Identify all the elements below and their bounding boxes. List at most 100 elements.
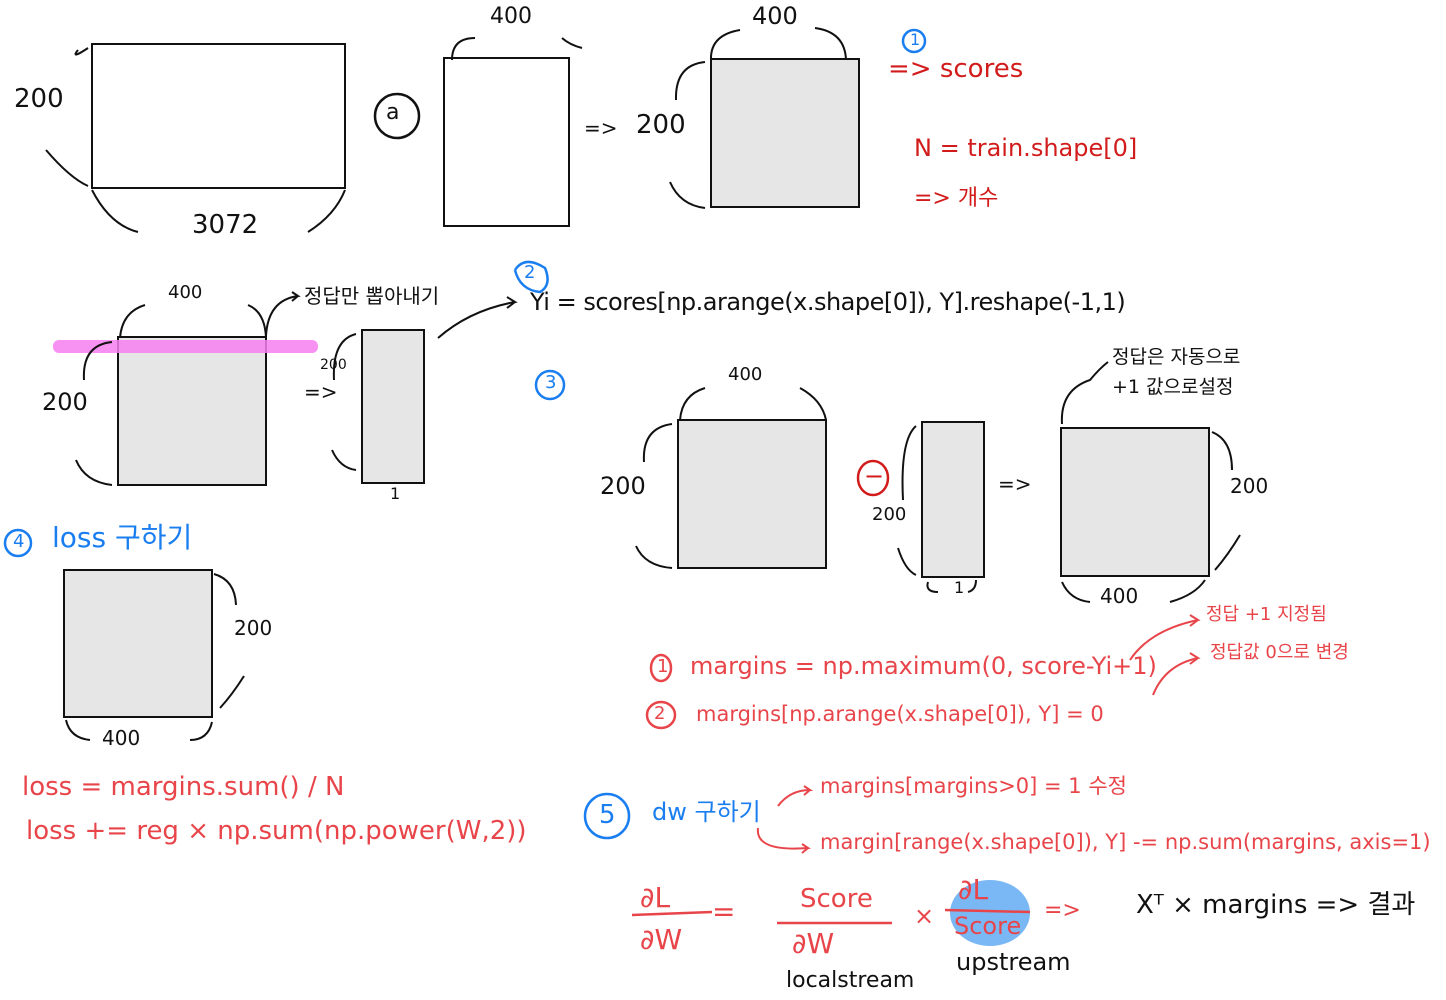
dw-title: dw 구하기: [652, 798, 761, 826]
frac-bar-3: [944, 908, 1031, 914]
scores-matrix: [710, 58, 860, 208]
margins-code-1: margins = np.maximum(0, score-Yi+1): [690, 652, 1157, 680]
dim-label: 1: [390, 484, 401, 503]
brace-left-r3: [669, 61, 706, 209]
step4-circle: [3, 528, 33, 558]
brace-bottom-r1: [91, 189, 346, 233]
correct-score-column: [361, 329, 425, 484]
loss-code-1: loss = margins.sum() / N: [22, 772, 345, 802]
dim-label: 400: [168, 282, 203, 303]
arrow-label: =>: [304, 380, 338, 404]
dim-label: 1: [954, 578, 965, 597]
yi-code: Yi = scores[np.arange(x.shape[0]), Y].re…: [530, 288, 1126, 316]
auto-note-line2: +1 값으로설정: [1112, 376, 1234, 398]
step5-circle: [583, 792, 631, 840]
pick-correct-note: 정답만 뽑아내기: [304, 284, 440, 308]
brace-bottom-r7: [926, 579, 977, 593]
line2-number: 2: [654, 703, 666, 724]
brace-left-r5: [331, 333, 357, 471]
loss-title: loss 구하기: [52, 521, 193, 554]
n-note: => 개수: [914, 186, 999, 211]
margins-matrix-loss: [63, 569, 213, 718]
dim-label: 200: [872, 504, 907, 525]
step5-number: 5: [599, 800, 616, 830]
minus-circle: [856, 459, 890, 497]
n-definition: N = train.shape[0]: [914, 134, 1138, 162]
step2-number: 2: [524, 262, 536, 283]
dim-label: 400: [752, 2, 798, 30]
local-denominator: ∂W: [792, 927, 835, 960]
step4-number: 4: [13, 531, 25, 552]
times-sign: ×: [914, 902, 935, 930]
scores-label: => scores: [888, 54, 1024, 84]
note-correct-plus1: 정답 +1 지정됨: [1206, 604, 1327, 625]
brace-top-r4: [119, 304, 267, 339]
arrow-auto: [1060, 361, 1109, 425]
dot-product-a: a: [386, 100, 400, 125]
brace-left-r4: [75, 341, 113, 486]
note-correct-zero: 정답값 0으로 변경: [1210, 642, 1349, 663]
dim-label: 200: [234, 616, 273, 640]
brace-bottom-r9: [65, 719, 213, 741]
arrow-note1: [1129, 614, 1201, 661]
dim-label: 3072: [192, 210, 259, 240]
matrix-200x3072: [91, 43, 346, 189]
brace-right-r8: [1211, 431, 1241, 571]
dw-code-1: margins[margins>0] = 1 수정: [820, 774, 1127, 798]
loss-code-2: loss += reg × np.sum(np.power(W,2)): [26, 816, 527, 846]
matrix-3072x400: [443, 57, 570, 227]
brace-left-r6: [635, 423, 673, 569]
arrow-to-code: [437, 296, 518, 339]
dim-label: 200: [42, 388, 88, 416]
line2-circle: [645, 700, 677, 730]
brace-top-r3: [709, 27, 847, 61]
arrow-pick: [265, 291, 301, 337]
dim-label: 400: [1100, 584, 1139, 608]
dw-result: Xᵀ × margins => 결과: [1136, 890, 1416, 920]
scores-matrix-3: [677, 419, 827, 569]
local-numerator: Score: [800, 884, 873, 914]
dim-label: 200: [320, 357, 347, 373]
equals-sign: =: [712, 895, 736, 928]
arrow-label: =>: [1044, 898, 1081, 923]
dim-label: 400: [490, 4, 532, 29]
brace-left-r1: [45, 47, 89, 187]
arrow-label: =>: [584, 116, 618, 140]
dim-label: 200: [636, 110, 686, 140]
margins-matrix: [1060, 427, 1210, 577]
dl-numerator: ∂L: [640, 881, 671, 914]
minus-sign: −: [864, 462, 885, 490]
dim-label: 400: [728, 364, 763, 385]
upstream-label: upstream: [956, 948, 1071, 976]
arrow-dw-1: [777, 785, 814, 807]
brace-top-r6: [679, 387, 827, 421]
arrow-note2: [1152, 652, 1201, 696]
dw-denominator: ∂W: [640, 923, 683, 956]
brace-left-r7: [897, 425, 917, 576]
localstream-label: localstream: [786, 968, 915, 993]
line1-number: 1: [657, 656, 669, 677]
step1-circle: [901, 28, 927, 54]
blue-highlight: [950, 880, 1030, 946]
arrow-dw-2: [756, 827, 811, 854]
brace-top-r2: [451, 37, 583, 61]
brace-right-r9: [213, 573, 245, 709]
yi-column: [921, 421, 985, 578]
auto-note-line1: 정답은 자동으로: [1112, 346, 1241, 368]
brace-bottom-r8: [1061, 579, 1206, 603]
up-denominator: Score: [954, 912, 1022, 940]
step3-circle: [534, 369, 566, 401]
frac-bar-1: [631, 910, 713, 917]
scores-matrix-2: [117, 336, 267, 486]
step2-circle: [513, 260, 549, 294]
line1-circle: [649, 653, 673, 683]
margins-code-2: margins[np.arange(x.shape[0]), Y] = 0: [696, 702, 1104, 726]
step3-number: 3: [545, 372, 557, 393]
up-numerator: ∂L: [958, 873, 989, 906]
dim-label: 200: [600, 472, 646, 500]
dot-product-circle: [373, 92, 421, 140]
dw-code-2: margin[range(x.shape[0]), Y] -= np.sum(m…: [820, 830, 1431, 854]
dim-label: 200: [1230, 474, 1269, 498]
dim-label: 200: [14, 84, 64, 114]
